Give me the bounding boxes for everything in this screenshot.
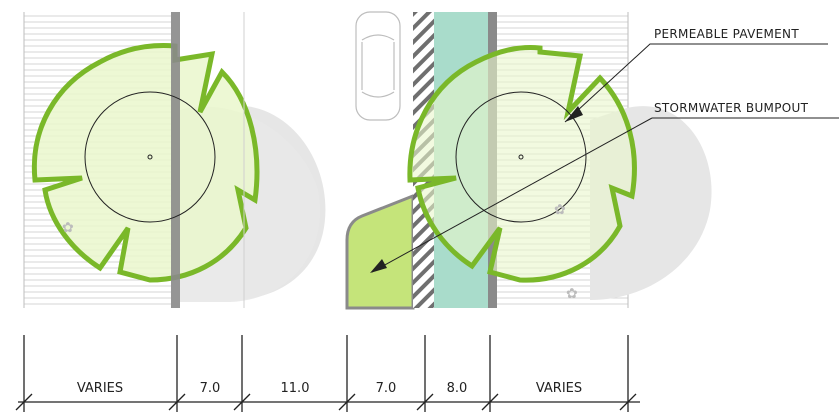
left-tree-pit xyxy=(84,91,216,223)
right-flower-icon-2: ✿ xyxy=(566,286,578,302)
label-stormwater-bumpout: STORMWATER BUMPOUT xyxy=(654,101,809,115)
annotation-permeable-pavement: PERMEABLE PAVEMENT xyxy=(564,27,828,123)
dimension-labels: VARIES 7.0 11.0 7.0 8.0 VARIES xyxy=(77,381,582,396)
dim-label-5: 8.0 xyxy=(447,381,468,396)
right-street-panel: ✿ ✿ xyxy=(345,11,712,310)
dim-label-2: 7.0 xyxy=(200,381,221,396)
dim-label-6: VARIES xyxy=(536,381,582,396)
right-tree-canopy xyxy=(407,45,637,283)
right-tree-pit xyxy=(455,91,587,223)
dim-label-1: VARIES xyxy=(77,381,123,396)
left-street-panel: ✿ xyxy=(23,12,326,308)
right-tree-trunk xyxy=(518,154,524,160)
stormwater-bumpout xyxy=(345,193,415,310)
label-permeable-pavement: PERMEABLE PAVEMENT xyxy=(654,27,799,41)
parked-car-icon xyxy=(355,11,401,121)
right-flower-icon: ✿ xyxy=(554,202,566,218)
left-curb xyxy=(171,12,180,308)
annotation-stormwater-bumpout: STORMWATER BUMPOUT xyxy=(370,101,839,273)
dimension-line xyxy=(15,335,640,412)
left-tree-canopy xyxy=(31,43,260,283)
left-flower-icon: ✿ xyxy=(62,220,74,236)
dim-label-3: 11.0 xyxy=(281,381,310,396)
left-tree-trunk xyxy=(147,154,153,160)
dim-label-4: 7.0 xyxy=(376,381,397,396)
